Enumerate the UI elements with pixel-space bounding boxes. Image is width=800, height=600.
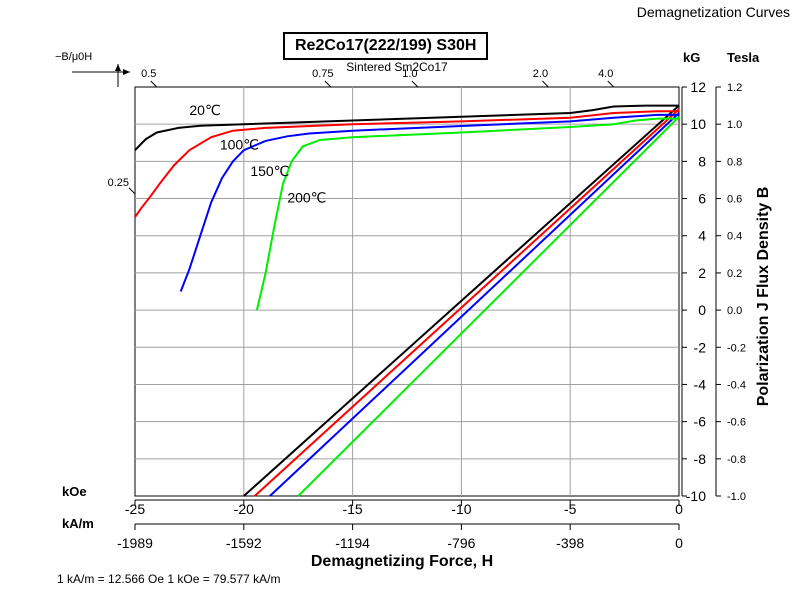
x-unit-koe: kOe: [62, 484, 87, 499]
series-b-line-3: [297, 115, 680, 497]
series-j-curve-1: [134, 110, 679, 218]
permeance-label: 0.25: [108, 177, 129, 189]
y-tick-label-tesla: -0.8: [727, 454, 746, 466]
x-tick-label-koe: -20: [234, 501, 254, 517]
y-tick-label-kg: 8: [698, 153, 706, 169]
y-tick-label-tesla: -0.4: [727, 379, 746, 391]
permeance-tick: [411, 80, 419, 88]
x-tick-label-kam: -398: [556, 535, 584, 551]
permeance-label: 4.0: [598, 68, 613, 80]
y-tick-label-tesla: -0.6: [727, 417, 746, 429]
y-tick-label-kg: 0: [698, 302, 706, 318]
x-tick-label-koe: 0: [675, 501, 683, 517]
x-unit-kam: kA/m: [62, 516, 94, 531]
unit-conversion-note: 1 kA/m = 12.566 Oe 1 kOe = 79.577 kA/m: [57, 572, 281, 586]
permeance-axis-label: −B/μ0H: [55, 51, 92, 63]
curve-label-3: 200℃: [287, 189, 326, 205]
x-tick-label-koe: -15: [342, 501, 362, 517]
curve-label-1: 100℃: [220, 136, 259, 152]
permeance-label: 0.75: [312, 68, 333, 80]
y-tick-label-tesla: -1.0: [727, 491, 746, 503]
x-tick-label-kam: -1989: [117, 535, 153, 551]
permeance-tick: [128, 187, 136, 195]
y-tick-label-kg: 4: [698, 228, 706, 244]
series-j-curve-2: [179, 113, 679, 292]
x-tick-label-kam: -1194: [335, 535, 370, 551]
page-header-title: Demagnetization Curves: [636, 4, 790, 20]
series-b-line-2: [269, 112, 680, 497]
y-tick-label-tesla: 0.4: [727, 231, 742, 243]
x-axis-label: Demagnetizing Force, H: [311, 553, 493, 570]
series-j-curve-0: [134, 104, 679, 151]
y-unit-kg: kG: [683, 50, 700, 65]
permeance-tick: [150, 80, 158, 88]
y-tick-label-kg: -6: [694, 414, 707, 430]
y-tick-label-kg: -2: [694, 339, 707, 355]
x-tick-label-kam: -796: [447, 535, 475, 551]
y-tick-label-tesla: 0.6: [727, 194, 742, 206]
y-tick-label-tesla: 0.2: [727, 268, 742, 280]
series-j-curve-3: [255, 117, 679, 311]
curve-label-2: 150℃: [250, 163, 289, 179]
permeance-tick: [542, 80, 549, 88]
x-tick-label-kam: 0: [675, 535, 683, 551]
y-axis-label: Polarization J Flux Density B: [755, 187, 772, 407]
plot-frame: [134, 86, 680, 497]
permeance-tick: [607, 80, 615, 88]
series-b-line-0: [243, 104, 680, 497]
arrow-head: [123, 69, 130, 75]
chart-subtitle: Sintered Sm2Co17: [346, 60, 448, 74]
permeance-label: 0.5: [141, 68, 156, 80]
y-tick-label-kg: -4: [694, 376, 707, 392]
x-tick-label-koe: -10: [451, 501, 471, 517]
y-tick-label-tesla: 1.2: [727, 82, 742, 94]
series-b-line-1: [254, 108, 680, 497]
arrow-head: [115, 64, 121, 71]
y-tick-label-tesla: 0.8: [727, 156, 742, 168]
permeance-label: 2.0: [533, 68, 548, 80]
x-tick-label-koe: -5: [564, 501, 577, 517]
y-tick-label-tesla: 0.0: [727, 305, 742, 317]
y-tick-label-kg: 2: [698, 265, 706, 281]
y-tick-label-kg: 6: [698, 191, 706, 207]
y-tick-label-kg: 10: [690, 116, 706, 132]
x-tick-label-kam: -1592: [226, 535, 262, 551]
y-tick-label-kg: -10: [686, 488, 706, 504]
y-tick-label-tesla: -0.2: [727, 342, 746, 354]
y-tick-label-tesla: 1.0: [727, 119, 742, 131]
chart-title: Re2Co17(222/199) S30H: [283, 32, 489, 60]
y-unit-tesla: Tesla: [727, 50, 760, 65]
y-tick-label-kg: -8: [694, 451, 707, 467]
permeance-label: 1.0: [402, 68, 417, 80]
permeance-tick: [324, 80, 332, 88]
curve-label-0: 20℃: [189, 102, 220, 118]
y-tick-label-kg: 12: [690, 79, 706, 95]
x-tick-label-koe: -25: [125, 501, 145, 517]
